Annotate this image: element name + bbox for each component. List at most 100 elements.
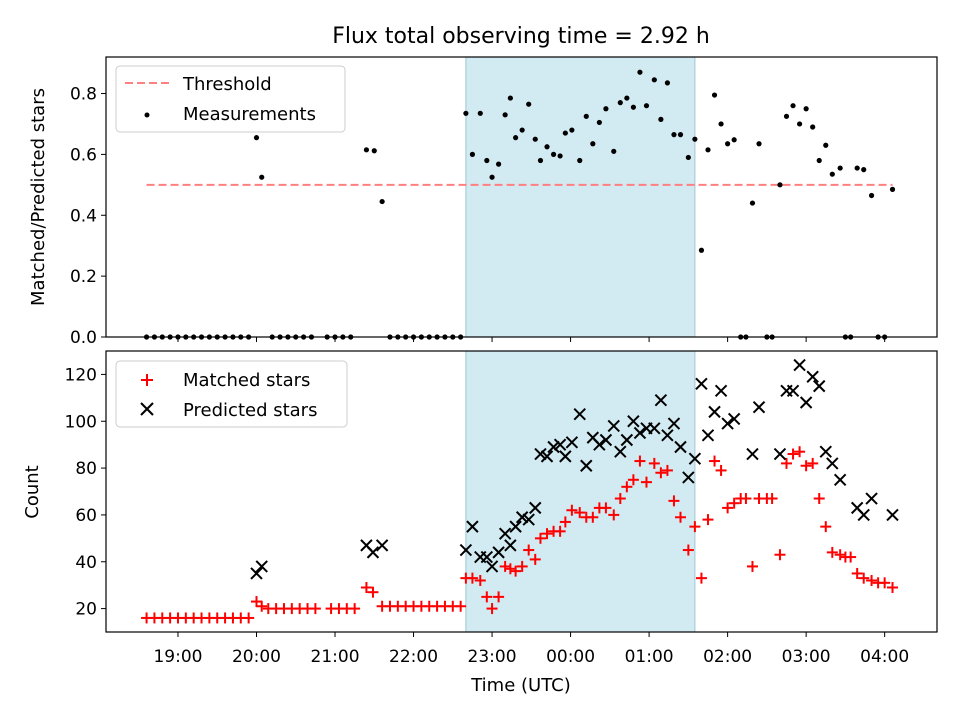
measurement-point bbox=[698, 247, 705, 253]
matched-star-point bbox=[541, 528, 553, 540]
matched-star-point bbox=[845, 551, 857, 563]
matched-star-point bbox=[728, 497, 740, 509]
matched-star-point bbox=[668, 495, 680, 507]
predicted-star-point bbox=[509, 520, 522, 533]
top-y-axis-label: Matched/Predicted stars bbox=[28, 88, 49, 306]
x-tick-label: 21:00 bbox=[311, 647, 360, 667]
x-tick-label: 00:00 bbox=[546, 647, 595, 667]
matched-star-point bbox=[766, 493, 778, 505]
measurement-point bbox=[489, 174, 495, 180]
matched-star-point bbox=[243, 612, 255, 624]
measurement-point bbox=[861, 167, 867, 173]
matched-star-point bbox=[640, 476, 652, 488]
measurement-point bbox=[837, 165, 843, 171]
bottom-highlight-span bbox=[465, 350, 696, 633]
measurement-point bbox=[705, 147, 711, 153]
predicted-star-point bbox=[727, 412, 741, 426]
x-tick-label: 23:00 bbox=[468, 647, 517, 667]
measurement-point bbox=[537, 157, 544, 164]
bottom-legend: Matched stars Predicted stars bbox=[115, 360, 348, 428]
matched-star-point bbox=[879, 577, 891, 589]
top-highlight-layer bbox=[465, 56, 696, 338]
predicted-star-point bbox=[504, 539, 517, 552]
predicted-star-point bbox=[886, 508, 899, 522]
x-tick-label: 01:00 bbox=[625, 647, 674, 667]
matched-star-point bbox=[608, 509, 620, 521]
matched-star-point bbox=[648, 457, 660, 469]
predicted-star-point bbox=[806, 370, 819, 383]
measurement-point bbox=[562, 130, 568, 136]
measurement-point bbox=[519, 127, 525, 133]
predicted-star-point bbox=[466, 520, 479, 533]
matched-star-point bbox=[360, 582, 372, 594]
measurement-point bbox=[637, 69, 643, 75]
measurement-point bbox=[790, 103, 796, 109]
top-y-tick-label: 0.0 bbox=[70, 328, 97, 348]
matched-star-point bbox=[887, 582, 899, 594]
predicted-star-point bbox=[534, 447, 547, 461]
matched-star-point bbox=[709, 455, 721, 467]
predicted-star-point bbox=[813, 379, 826, 393]
measurement-point bbox=[577, 157, 583, 164]
predicted-star-point bbox=[721, 417, 734, 430]
predicted-star-point bbox=[593, 438, 606, 451]
measurement-point bbox=[692, 136, 698, 142]
matched-star-point bbox=[600, 502, 612, 514]
matched-star-point bbox=[614, 493, 626, 505]
predicted-star-point bbox=[565, 436, 579, 449]
predicted-star-point bbox=[857, 508, 870, 522]
measurement-point bbox=[829, 171, 835, 177]
matched-star-point bbox=[504, 563, 516, 575]
predicted-star-point bbox=[607, 419, 620, 433]
measurement-point bbox=[477, 110, 483, 116]
measurement-point bbox=[868, 192, 875, 199]
matched-star-point bbox=[566, 504, 578, 516]
predicted-star-point bbox=[786, 384, 800, 398]
bottom-panel: 20 40 60 80 100 120 19:00 20:00 21:00 22:00 23:00… bbox=[22, 350, 938, 696]
matched-star-point bbox=[256, 600, 268, 612]
matched-star-point bbox=[826, 546, 838, 558]
measurement-point bbox=[513, 135, 519, 141]
measurement-point bbox=[854, 165, 860, 171]
predicted-star-point bbox=[366, 546, 380, 559]
matched-star-point bbox=[349, 603, 361, 615]
predicted-star-point bbox=[773, 447, 787, 461]
predicted-star-point bbox=[620, 433, 634, 447]
measurement-point bbox=[731, 137, 737, 143]
matched-star-point bbox=[250, 596, 262, 608]
matched-star-point bbox=[634, 455, 646, 467]
measurement-point bbox=[756, 141, 762, 147]
measurement-point bbox=[371, 148, 377, 154]
measurement-point bbox=[569, 127, 575, 133]
matched-star-point bbox=[367, 586, 379, 598]
predicted-star-point bbox=[599, 433, 613, 447]
matched-star-point bbox=[455, 600, 467, 612]
matched-star-point bbox=[781, 457, 793, 469]
predicted-star-point bbox=[674, 440, 687, 454]
predicted-star-point bbox=[515, 511, 529, 524]
matched-star-point bbox=[722, 502, 734, 514]
predicted-star-point bbox=[746, 447, 759, 461]
top-y-tick-label: 0.6 bbox=[70, 145, 97, 165]
matched-star-point bbox=[309, 603, 321, 615]
predicted-star-point bbox=[865, 492, 878, 505]
matched-star-point bbox=[587, 511, 599, 523]
bottom-y-tick-label: 100 bbox=[65, 412, 97, 432]
measurement-point bbox=[611, 148, 617, 154]
x-tick-label: 19:00 bbox=[153, 647, 202, 667]
predicted-star-point bbox=[695, 377, 708, 390]
measurement-point bbox=[823, 142, 829, 148]
predicted-star-point bbox=[752, 400, 766, 414]
predicted-star-point bbox=[833, 473, 847, 486]
matched-star-point bbox=[499, 560, 511, 572]
bottom-plot-frame bbox=[105, 350, 938, 633]
measurement-point bbox=[532, 136, 538, 142]
measurement-point bbox=[643, 103, 650, 109]
measurement-point bbox=[544, 144, 550, 150]
bottom-y-tick-label: 80 bbox=[75, 459, 97, 479]
measurement-point bbox=[783, 113, 790, 119]
matched-star-point bbox=[851, 567, 863, 579]
predicted-star-point bbox=[375, 539, 389, 552]
bottom-y-tick-label: 120 bbox=[65, 365, 97, 385]
predicted-star-point bbox=[667, 417, 681, 430]
